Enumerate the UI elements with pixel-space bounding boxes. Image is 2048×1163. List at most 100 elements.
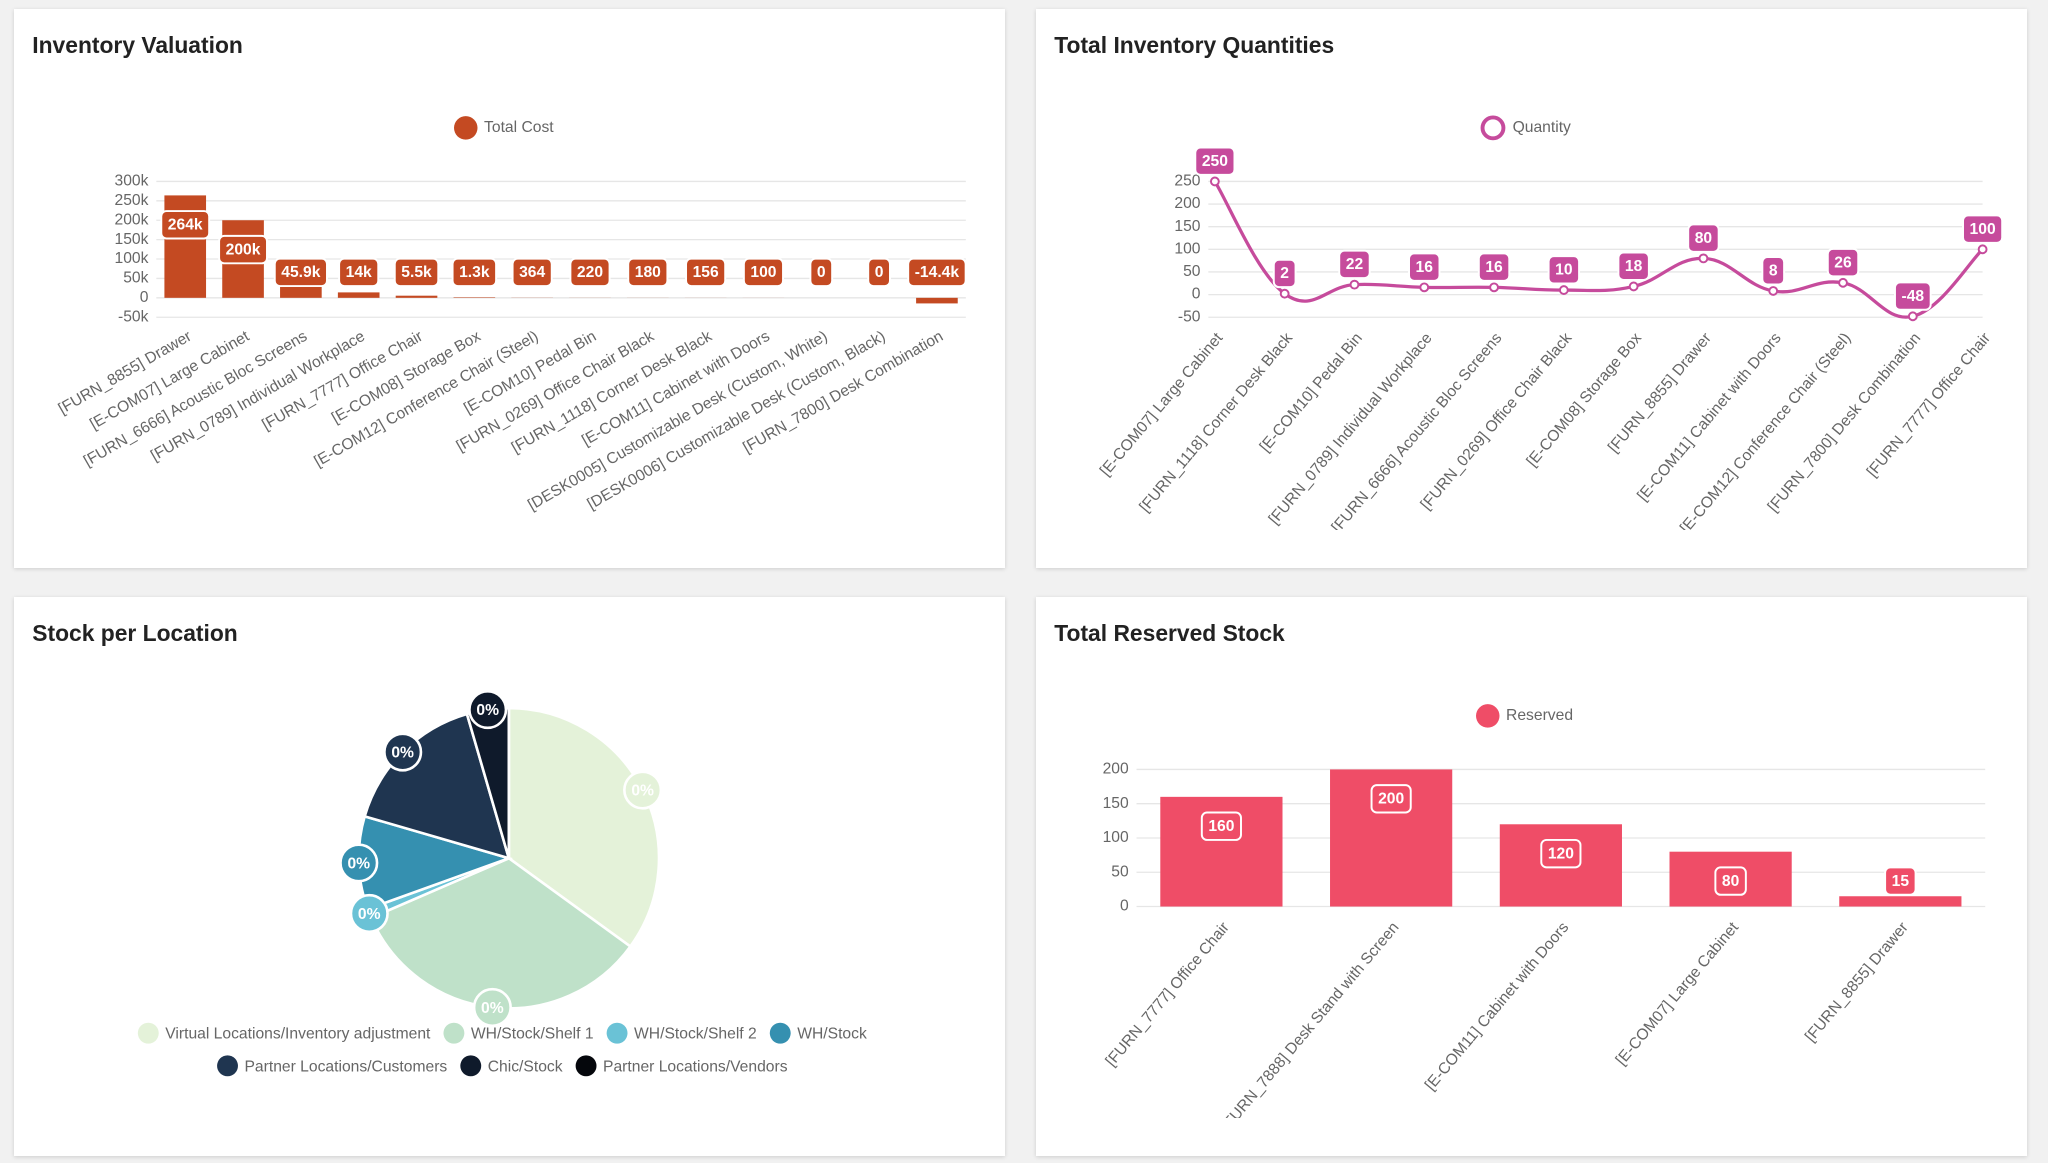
label-badge (1893, 281, 1932, 311)
legend-label: WH/Stock (797, 1026, 867, 1043)
label-badge (468, 689, 508, 730)
data-label: 1.3k (451, 257, 498, 288)
data-label: 8 (1761, 256, 1786, 286)
panel: Stock per Location 0% 0% 0% 0% 0% 0% Virtual L… (14, 597, 1005, 1156)
y-tick-label: 250k (115, 192, 149, 209)
panel: Inventory Valuation -50k 0 50k 100k 150k 200k… (14, 9, 1005, 568)
x-tick-label: [E-COM07] Large Cabinet (1613, 919, 1743, 1069)
data-label: 0 (809, 257, 834, 288)
data-label-text: 45.9k (281, 264, 320, 281)
x-tick-label: [E-COM07] Large Cabinet (1097, 329, 1227, 479)
y-tick-label: -50 (1178, 308, 1201, 325)
label-badge (1884, 866, 1917, 896)
label-badge (1200, 811, 1242, 841)
data-label: 45.9k (273, 257, 328, 288)
data-label-text: 22 (1346, 256, 1364, 273)
data-label-text: 100 (750, 264, 776, 281)
data-label-text: 250 (1202, 153, 1228, 170)
data-label-text: 180 (635, 264, 661, 281)
data-label-text: 264k (168, 217, 203, 234)
point (1768, 286, 1779, 296)
data-label: 100 (742, 257, 785, 288)
point (1907, 311, 1918, 322)
data-label: 2 (1272, 258, 1297, 289)
data-label: 120 (1540, 838, 1582, 869)
data-label: 0% (476, 702, 499, 719)
label-badge (1272, 258, 1297, 289)
data-label: 0% (358, 906, 381, 923)
data-label: 15 (1884, 866, 1917, 896)
label-badge (393, 257, 440, 288)
label-badge (1370, 784, 1412, 814)
data-label: 0 (867, 257, 891, 288)
label-badge (569, 257, 611, 288)
bar (1839, 896, 1962, 907)
x-tick-label: [FURN_7800] Desk Combination (1765, 330, 1925, 516)
data-label: 18 (1617, 251, 1650, 281)
data-label: 16 (1408, 252, 1441, 282)
legend-marker (454, 116, 478, 140)
legend-item: Chic/Stock (460, 1055, 563, 1077)
y-tick-label: 0 (1192, 286, 1201, 303)
legend-label: Virtual Locations/Inventory adjustment (165, 1026, 431, 1043)
label-badge (273, 257, 328, 288)
data-label-text: 18 (1625, 258, 1643, 275)
panel: Total Reserved Stock 0 50 100 150 200 Reserve… (1036, 597, 2027, 1156)
point (1977, 244, 1988, 255)
y-tick-label: 50 (1183, 263, 1201, 280)
label-badge (1547, 255, 1581, 285)
data-label-text: 80 (1722, 873, 1740, 890)
y-tick-label: 150 (1174, 218, 1200, 235)
label-badge (511, 257, 553, 288)
data-label-text: 10 (1555, 262, 1573, 279)
data-label: 100 (1962, 214, 2004, 244)
point (1489, 282, 1499, 293)
y-tick-label: -50k (118, 308, 149, 325)
chart: Total Inventory Quantities -50 0 50 100 150 2… (1054, 32, 2004, 530)
y-tick-label: 200 (1103, 761, 1129, 778)
data-label: 0% (347, 855, 370, 872)
y-tick-label: 200k (115, 211, 149, 228)
data-label-text: -48 (1901, 288, 1924, 305)
y-tick-label: 200 (1174, 195, 1200, 212)
legend-label: Chic/Stock (488, 1058, 563, 1075)
chart-title: Inventory Valuation (32, 32, 243, 58)
point (1838, 277, 1848, 288)
data-label-text: 100 (1970, 221, 1996, 238)
legend-label: WH/Stock/Shelf 1 (471, 1026, 594, 1043)
data-label: 200 (1370, 784, 1412, 814)
category-labels: [E-COM07] Large Cabinet[FURN_1118] Corne… (1097, 329, 1994, 530)
point (1558, 285, 1569, 295)
data-label: 10 (1547, 255, 1581, 285)
label-badge (472, 987, 512, 1028)
x-tick-label: [E-COM08] Storage Box (1524, 330, 1646, 470)
legend-marker (1480, 115, 1506, 141)
x-tick-label: [FURN_7888] Desk Stand with Screen (1218, 919, 1403, 1135)
point (1279, 288, 1290, 299)
x-tick-label: [FURN_1118] Corner Desk Black (1136, 330, 1296, 516)
data-label: 22 (1338, 249, 1371, 280)
legend-label: WH/Stock/Shelf 2 (634, 1026, 757, 1043)
data-label: -14.4k (907, 257, 967, 288)
x-tick-label: [FURN_0269] Office Chair Black (1418, 330, 1576, 513)
data-label-text: 5.5k (401, 264, 432, 281)
label-badge (907, 257, 967, 288)
data-label: 264k (160, 210, 211, 240)
legend-label: Reserved (1506, 707, 1573, 724)
point (1628, 281, 1639, 292)
data-label-text: 200k (226, 241, 261, 258)
data-label-text: 200 (1378, 791, 1404, 808)
legend-label: Partner Locations/Customers (244, 1058, 447, 1075)
category-labels: [FURN_8855] Drawer[E-COM07] Large Cabine… (56, 328, 947, 514)
label-badge (1477, 252, 1511, 282)
category-labels: [FURN_7777] Office Chair[FURN_7888] Desk… (1103, 919, 1912, 1135)
data-label-text: 220 (577, 264, 603, 281)
data-label-text: 8 (1769, 263, 1778, 280)
legend-marker (606, 1022, 628, 1044)
legend-marker (769, 1022, 791, 1044)
data-label: 200k (218, 234, 268, 265)
label-badge (1540, 838, 1582, 869)
data-label: 156 (685, 257, 727, 288)
point (1419, 282, 1430, 293)
label-badge (742, 257, 785, 288)
